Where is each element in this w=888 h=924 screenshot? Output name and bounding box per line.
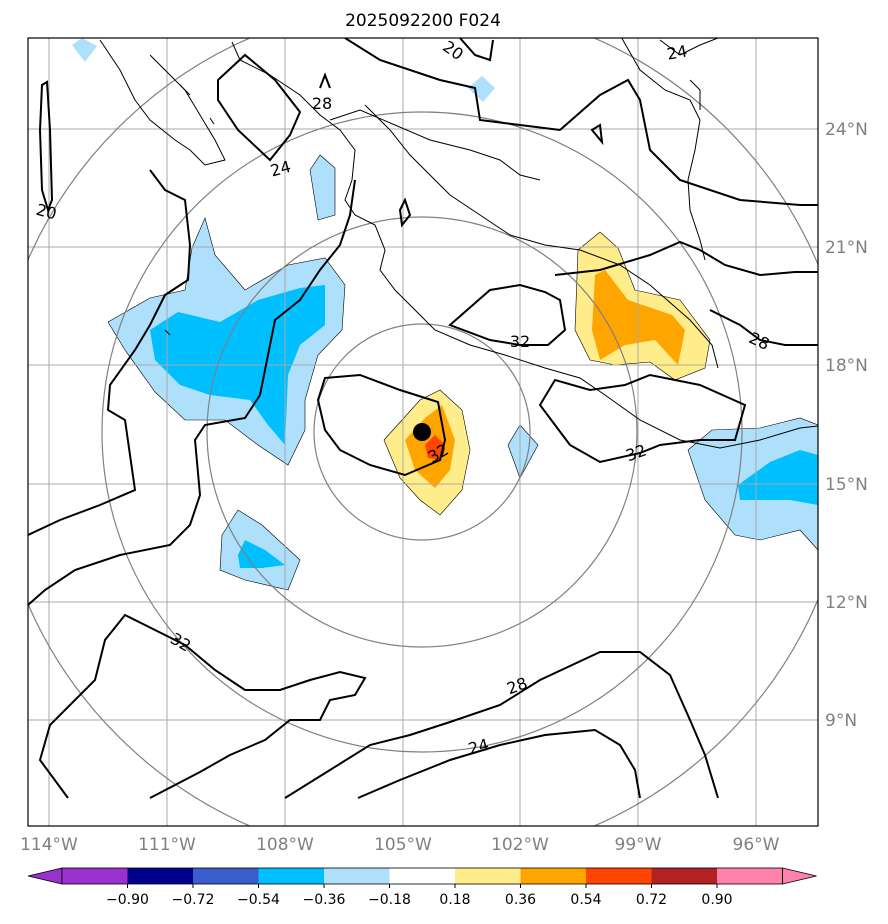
negative-shading-center [507, 424, 539, 479]
colorbar-tick-label: −0.18 [368, 892, 411, 908]
colorbar-segment [520, 868, 586, 884]
positive-shading-center-peak [425, 435, 445, 460]
colorbar-tick-label: 0.18 [439, 892, 470, 908]
colorbar-tick-label: −0.90 [106, 892, 149, 908]
contour-label: 32 [510, 332, 530, 351]
graticule [28, 38, 818, 826]
contour-label: 24 [665, 41, 688, 63]
colorbar-tick-label: −0.36 [303, 892, 346, 908]
contours [28, 38, 818, 799]
colorbar-segment [127, 868, 193, 884]
colorbar-tick-label: −0.54 [237, 892, 280, 908]
lat-tick-label: 24°N [825, 120, 868, 140]
lat-tick-label: 21°N [825, 238, 868, 258]
lon-tick-label: 111°W [138, 835, 196, 855]
negative-shading-east-core [738, 450, 818, 505]
range-rings [28, 38, 818, 826]
latitude-labels: 24°N 21°N 18°N 15°N 12°N 9°N [825, 120, 868, 731]
colorbar-segment [193, 868, 259, 884]
colorbar: −0.90 −0.72 −0.54 −0.36 −0.18 0.18 0.36 0.54 0.7… [27, 867, 817, 908]
negative-shading-top-center [468, 76, 495, 102]
colorbar-segment [455, 868, 521, 884]
map-panel: 20 24 28 20 24 32 32 32 28 32 28 24 [28, 38, 818, 826]
colorbar-tick-label: 0.72 [636, 892, 667, 908]
map-title: 2025092200 F024 [345, 11, 501, 31]
contour-label: 24 [466, 735, 491, 759]
colorbar-tick-label: 0.90 [701, 892, 732, 908]
lat-tick-label: 18°N [825, 356, 868, 376]
negative-shading-nw-corner [72, 38, 97, 62]
colorbar-tick-label: 0.54 [570, 892, 601, 908]
colorbar-segment [389, 868, 455, 884]
storm-center-marker [413, 423, 431, 441]
contour-label: 24 [268, 157, 293, 181]
colorbar-segment [586, 868, 652, 884]
lon-tick-label: 108°W [256, 835, 314, 855]
lon-tick-label: 102°W [491, 835, 549, 855]
lon-tick-label: 99°W [615, 835, 662, 855]
lon-tick-label: 105°W [374, 835, 432, 855]
colorbar-tick-label: −0.72 [172, 892, 215, 908]
lat-tick-label: 9°N [825, 711, 857, 731]
colorbar-segment [717, 868, 783, 884]
contour-label: 20 [34, 200, 59, 224]
contour-label: 28 [312, 94, 332, 113]
map-frame [27, 37, 819, 827]
colorbar-segment [62, 868, 128, 884]
colorbar-segment [651, 868, 717, 884]
colorbar-segment [258, 868, 324, 884]
lon-tick-label: 96°W [733, 835, 780, 855]
lat-tick-label: 12°N [825, 593, 868, 613]
colorbar-extend-min [27, 867, 63, 885]
negative-shading-north [309, 154, 336, 221]
colorbar-extend-max [782, 867, 817, 885]
lat-tick-label: 15°N [825, 475, 868, 495]
longitude-labels: 114°W 111°W 108°W 105°W 102°W 99°W 96°W [20, 835, 780, 855]
colorbar-frame [61, 867, 783, 885]
colorbar-tick-label: 0.36 [505, 892, 536, 908]
colorbar-segment [324, 868, 390, 884]
lon-tick-label: 114°W [20, 835, 78, 855]
coastlines [99, 38, 818, 449]
